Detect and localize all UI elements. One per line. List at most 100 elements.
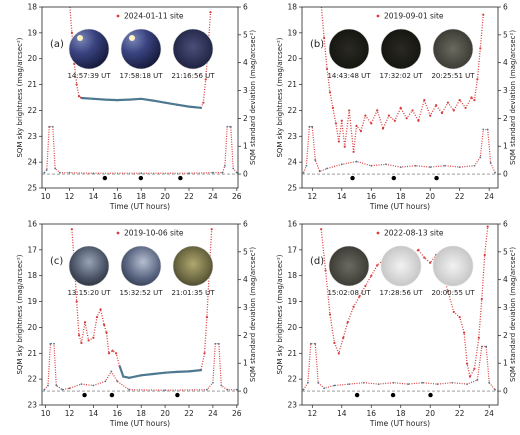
std-dev-point xyxy=(80,383,83,386)
series-brightness xyxy=(320,7,485,153)
brightness-steady-segment xyxy=(118,365,202,379)
std-dev-point xyxy=(212,171,214,174)
x-axis-label: Time (UT hours) xyxy=(369,419,430,428)
std-dev-point xyxy=(362,381,365,384)
y-right-tick-label: 6 xyxy=(503,3,508,12)
x-tick-label: 18 xyxy=(136,192,146,201)
brightness-point xyxy=(429,114,432,117)
brightness-point xyxy=(103,323,106,326)
series-brightness xyxy=(69,7,212,109)
y-tick-label: 23 xyxy=(287,132,297,141)
brightness-point xyxy=(458,98,461,102)
brightness-point xyxy=(107,352,111,355)
brightness-point xyxy=(464,106,467,109)
brightness-point xyxy=(364,114,367,117)
brightness-point xyxy=(210,228,213,231)
std-dev-point xyxy=(348,383,351,386)
y-right-tick-label: 3 xyxy=(243,86,248,95)
std-dev-point xyxy=(392,381,395,384)
std-dev-point xyxy=(53,342,55,345)
brightness-point xyxy=(376,109,379,112)
sky-photo: 20:00:55 UT xyxy=(431,245,475,297)
legend: 2022-08-13 site xyxy=(376,229,444,238)
sky-photo-disc xyxy=(68,28,110,70)
y-axis-label: SQM sky brightness (mag/arcsec²) xyxy=(276,254,284,374)
sky-photo-time: 15:32:52 UT xyxy=(119,289,163,297)
brightness-point xyxy=(343,145,346,148)
brightness-point xyxy=(470,96,473,99)
sky-photo-disc xyxy=(120,28,162,70)
brightness-point xyxy=(473,98,476,102)
y-tick-label: 25 xyxy=(287,184,297,193)
y-right-tick-label: 0 xyxy=(243,170,248,179)
brightness-point xyxy=(465,362,469,365)
std-dev-point xyxy=(223,164,226,167)
legend: 2019-09-01 site xyxy=(376,12,444,21)
x-axis-label: Time (UT hours) xyxy=(369,202,430,211)
plot-frame xyxy=(41,223,239,406)
brightness-point xyxy=(205,315,209,319)
brightness-point xyxy=(483,253,486,257)
std-dev-point xyxy=(444,164,446,167)
y-tick-label: 17 xyxy=(287,245,297,254)
y-tick-label: 21 xyxy=(287,80,297,89)
std-dev-point xyxy=(421,381,424,384)
sky-photo-time: 17:58:18 UT xyxy=(119,72,163,80)
std-dev-point xyxy=(476,379,479,381)
brightness-point xyxy=(440,111,444,115)
plot-frame xyxy=(41,6,239,189)
brightness-point xyxy=(346,321,349,324)
y-right-tick-label: 5 xyxy=(503,30,508,39)
sky-photo: 21:16:56 UT xyxy=(171,28,215,80)
y-tick-label: 23 xyxy=(287,401,297,410)
y-right-tick-label: 2 xyxy=(243,331,248,340)
std-dev-point xyxy=(377,383,380,386)
brightness-point xyxy=(324,269,327,272)
x-axis-label: Time (UT hours) xyxy=(109,419,170,428)
sky-photo-time: 13:15:20 UT xyxy=(67,289,111,297)
y-tick-label: 19 xyxy=(287,28,297,37)
y-tick-label: 18 xyxy=(27,3,37,12)
std-dev-point xyxy=(488,381,491,384)
std-dev-point xyxy=(317,381,320,384)
brightness-point xyxy=(411,109,414,112)
std-dev-point xyxy=(61,388,64,391)
moon-icon xyxy=(77,35,83,41)
std-dev-trace xyxy=(302,343,496,391)
y-axis-label: SQM sky brightness (mag/arcsec²) xyxy=(16,37,24,157)
std-dev-point xyxy=(340,163,343,166)
sky-photo: 14:57:39 UT xyxy=(67,28,111,80)
brightness-point xyxy=(348,109,351,112)
brightness-point xyxy=(202,101,205,104)
y-right-tick-label: 2 xyxy=(503,331,508,340)
sky-photo: 20:25:51 UT xyxy=(431,28,475,80)
panel-label: (a) xyxy=(50,39,64,50)
legend-label: 2022-08-13 site xyxy=(384,229,444,238)
photo-time-marker xyxy=(428,392,433,398)
brightness-point xyxy=(468,375,472,378)
sky-photo: 17:28:56 UT xyxy=(379,245,423,297)
std-dev-point xyxy=(494,388,496,391)
y-right-tick-label: 1 xyxy=(503,359,508,368)
sky-photo: 17:58:18 UT xyxy=(119,28,163,80)
y-right-tick-label: 3 xyxy=(503,86,508,95)
brightness-point xyxy=(446,290,449,293)
std-dev-point xyxy=(68,171,71,174)
std-dev-trace xyxy=(302,126,496,173)
std-dev-point xyxy=(385,163,387,166)
std-dev-point xyxy=(188,172,190,175)
y-tick-label: 25 xyxy=(27,184,37,193)
x-tick-label: 14 xyxy=(337,409,347,418)
std-dev-point xyxy=(489,162,492,164)
std-dev-point xyxy=(311,125,314,128)
y-tick-label: 20 xyxy=(27,323,37,332)
sky-photo: 13:15:20 UT xyxy=(67,245,111,297)
x-tick-label: 18 xyxy=(136,409,146,418)
std-dev-point xyxy=(221,171,224,174)
x-tick-label: 18 xyxy=(396,409,406,418)
sky-photo-time: 14:57:39 UT xyxy=(67,72,111,80)
std-dev-point xyxy=(220,384,223,387)
y-right-tick-label: 5 xyxy=(243,30,248,39)
legend-label: 2019-09-01 site xyxy=(384,12,444,21)
